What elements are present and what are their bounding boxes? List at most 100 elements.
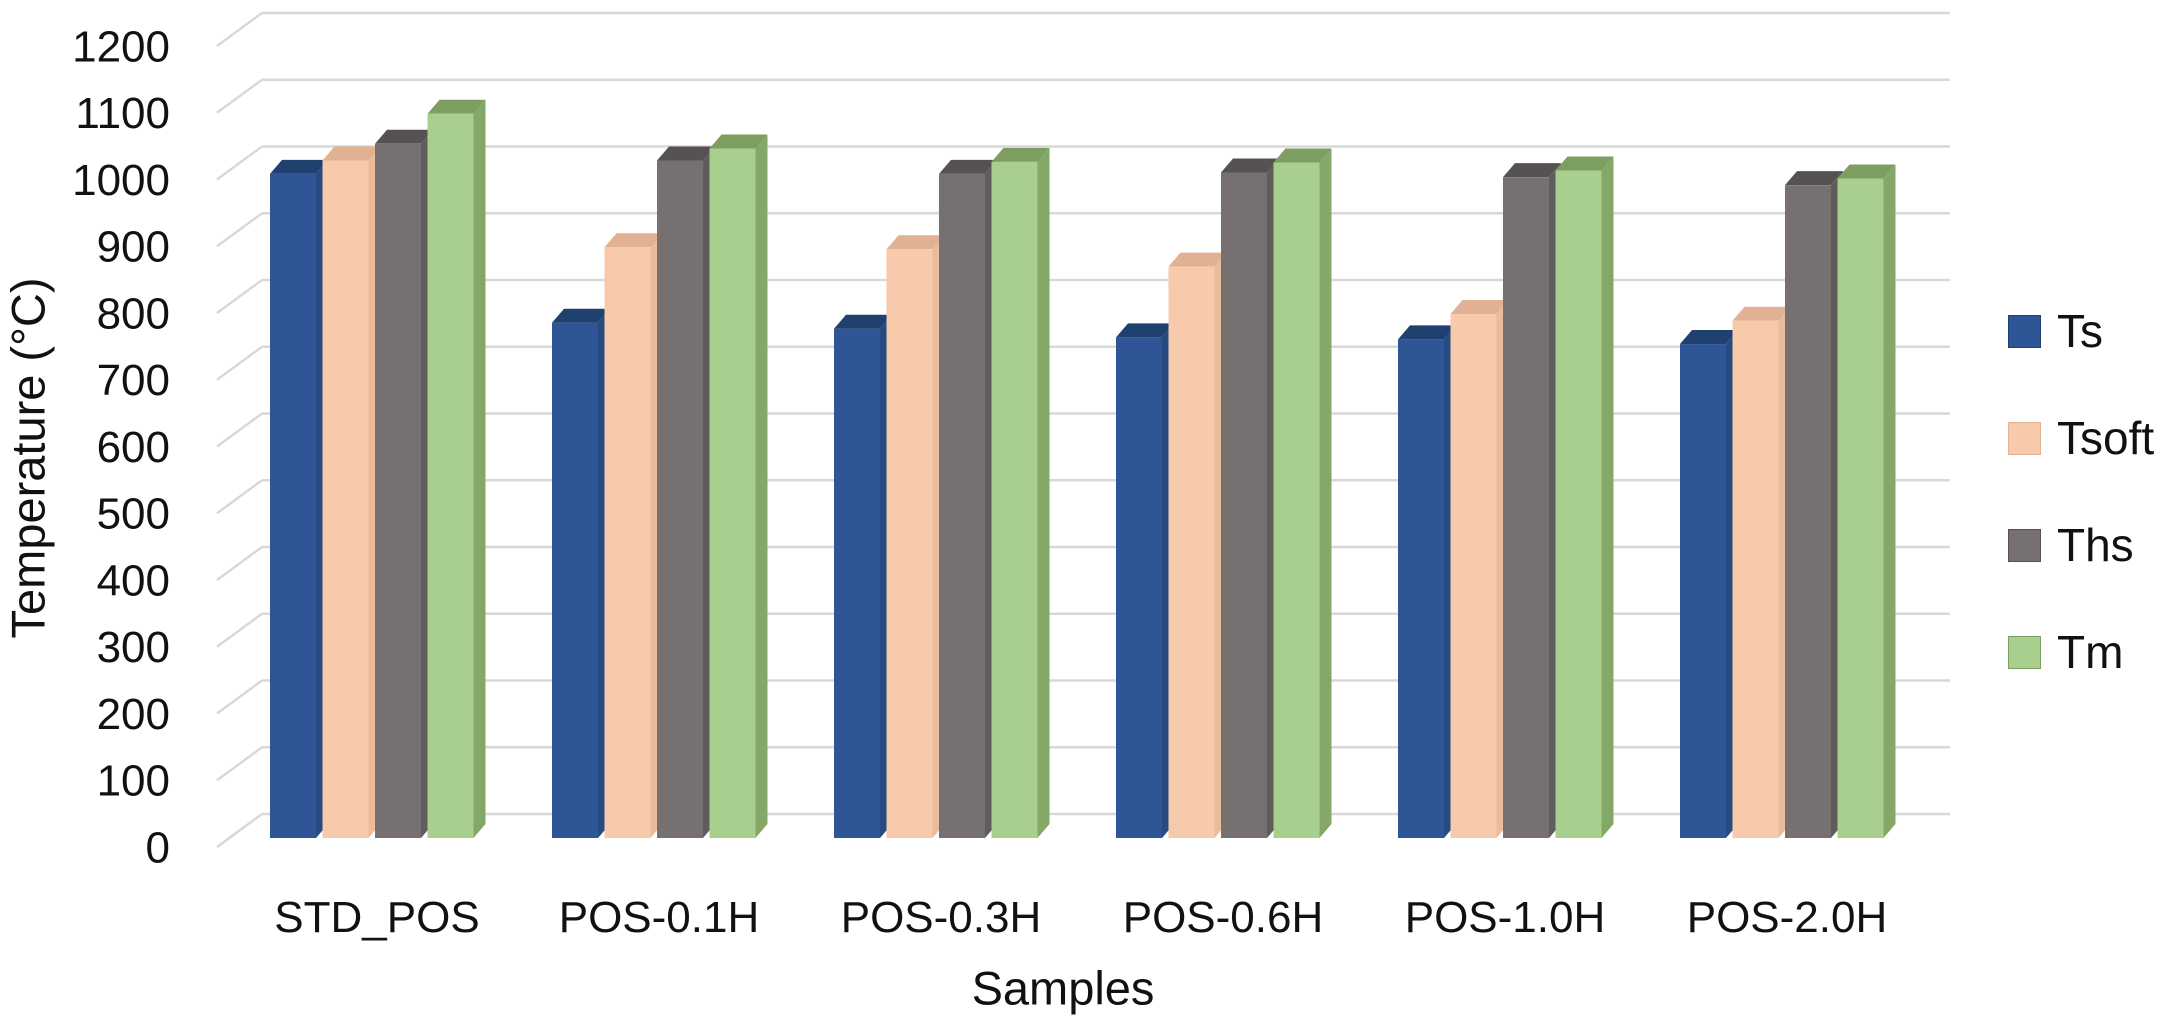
bar-Tsoft-POS-0.1H [604, 247, 651, 838]
y-axis-tick-label: 500 [97, 490, 170, 539]
bar-top-Tsoft [886, 235, 945, 250]
bar-top-Tm [709, 134, 768, 149]
bar-Ths-POS-2.0H [1785, 185, 1831, 838]
y-axis-title: Temperature (°C) [1, 277, 55, 639]
bar-Ths-POS-0.3H [939, 173, 985, 838]
x-axis-title: Samples [971, 961, 1155, 1015]
x-axis-tick-label: POS-0.6H [1123, 893, 1324, 942]
bar-top-Ths [375, 129, 433, 144]
bar-top-Ts [552, 308, 610, 323]
legend-label: Tm [2057, 626, 2124, 678]
bar-side-Tm [755, 134, 768, 838]
legend-marker-tsoft [2008, 421, 2041, 455]
bar-Ts-POS-0.3H [834, 328, 880, 838]
legend-item-ts: Ts [2008, 303, 2154, 359]
y-axis-tick-label: 200 [97, 690, 170, 739]
y-axis-tick-label: 400 [97, 556, 170, 605]
y-axis-tick-mark [216, 78, 263, 114]
y-axis-tick-label: 300 [97, 623, 170, 672]
y-axis-tick-mark [216, 279, 263, 314]
y-axis-tick-mark [216, 479, 263, 515]
legend-item-tm: Tm [2008, 624, 2154, 680]
legend-label: Ths [2057, 519, 2134, 571]
y-axis-tick-label: 0 [146, 823, 170, 872]
bar-Tm-POS-0.3H [991, 161, 1038, 838]
bar-Tm-POS-2.0H [1837, 178, 1884, 838]
bar-top-Tsoft [322, 146, 381, 161]
bar-Ts-POS-1.0H [1398, 339, 1444, 838]
bar-top-Ths [1785, 171, 1843, 186]
y-axis-tick-mark [216, 412, 263, 448]
bar-top-Ths [657, 146, 715, 161]
y-axis-tick-mark [216, 212, 263, 248]
bar-Tm-POS-0.6H [1273, 162, 1320, 839]
bar-side-Tm [1883, 164, 1896, 838]
bar-Ts-POS-0.1H [552, 322, 598, 838]
y-axis-tick-label: 700 [97, 356, 170, 405]
x-axis-tick-label: POS-2.0H [1687, 893, 1888, 942]
y-axis-tick-label: 600 [97, 423, 170, 472]
bar-top-Tsoft [1732, 306, 1791, 321]
bar-side-Tm [1601, 156, 1614, 838]
y-axis-tick-label: 1200 [72, 22, 170, 71]
bar-Ths-POS-1.0H [1503, 177, 1549, 839]
bar-top-Ths [1503, 163, 1561, 178]
legend-item-ths: Ths [2008, 517, 2154, 573]
y-axis-tick-label: 900 [97, 223, 170, 272]
y-axis-tick-mark [216, 813, 263, 848]
bar-Tsoft-POS-2.0H [1732, 320, 1779, 838]
bar-top-Ts [1116, 323, 1174, 338]
x-axis-tick-label: POS-1.0H [1405, 893, 1606, 942]
legend-marker-ths [2008, 528, 2041, 562]
x-axis-tick-label: STD_POS [274, 893, 479, 942]
bar-Ts-POS-0.6H [1116, 337, 1162, 838]
y-axis-tick-mark [216, 612, 263, 648]
y-axis-tick-mark [216, 12, 263, 47]
bar-top-Tsoft [1450, 300, 1509, 315]
y-axis-tick-mark [216, 345, 263, 381]
bar-top-Tm [991, 147, 1050, 162]
y-axis-tick-label: 1100 [75, 89, 170, 138]
legend-item-tsoft: Tsoft [2008, 410, 2154, 466]
bar-top-Tsoft [1168, 252, 1227, 267]
legend-marker-ts [2008, 314, 2041, 348]
legend-marker-tm [2008, 635, 2041, 669]
bar-side-Tm [1319, 148, 1332, 839]
y-axis-tick-mark [216, 679, 263, 715]
y-axis-tick-mark [216, 145, 263, 181]
y-axis-tick-label: 800 [97, 289, 170, 338]
bar-Tsoft-STD_POS [322, 160, 369, 839]
bar-Tm-POS-1.0H [1555, 170, 1602, 838]
bar-top-Tm [1837, 164, 1896, 179]
bar-Tm-POS-0.1H [709, 148, 756, 838]
x-axis-tick-label: POS-0.3H [841, 893, 1042, 942]
bar-top-Ths [1221, 158, 1279, 173]
bar-top-Ts [834, 314, 892, 329]
bar-Ts-STD_POS [270, 173, 316, 838]
bar-top-Tm [427, 99, 486, 114]
y-axis-tick-mark [216, 546, 263, 581]
bar-top-Ts [1680, 330, 1738, 345]
bar-Ts-POS-2.0H [1680, 344, 1726, 838]
y-axis-tick-label: 100 [97, 757, 170, 806]
bar-top-Ths [939, 159, 997, 174]
bar-Tsoft-POS-0.3H [886, 249, 933, 838]
bar-top-Ts [270, 159, 328, 174]
legend-label: Tsoft [2057, 412, 2155, 464]
bar-Ths-POS-0.1H [657, 160, 703, 839]
bar-top-Ts [1398, 325, 1456, 340]
y-axis-tick-mark [216, 746, 263, 782]
bar-top-Tm [1555, 156, 1614, 171]
bar-side-Tm [1037, 147, 1050, 838]
legend-label: Ts [2057, 305, 2103, 357]
bar-Ths-POS-0.6H [1221, 172, 1267, 838]
bar-top-Tsoft [604, 233, 663, 248]
x-axis-tick-label: POS-0.1H [559, 893, 760, 942]
bar-top-Tm [1273, 148, 1332, 163]
bar-Tsoft-POS-0.6H [1168, 266, 1215, 838]
y-axis-tick-label: 1000 [72, 156, 170, 205]
bar-side-Tm [473, 99, 486, 838]
bar-Tm-STD_POS [427, 113, 474, 838]
